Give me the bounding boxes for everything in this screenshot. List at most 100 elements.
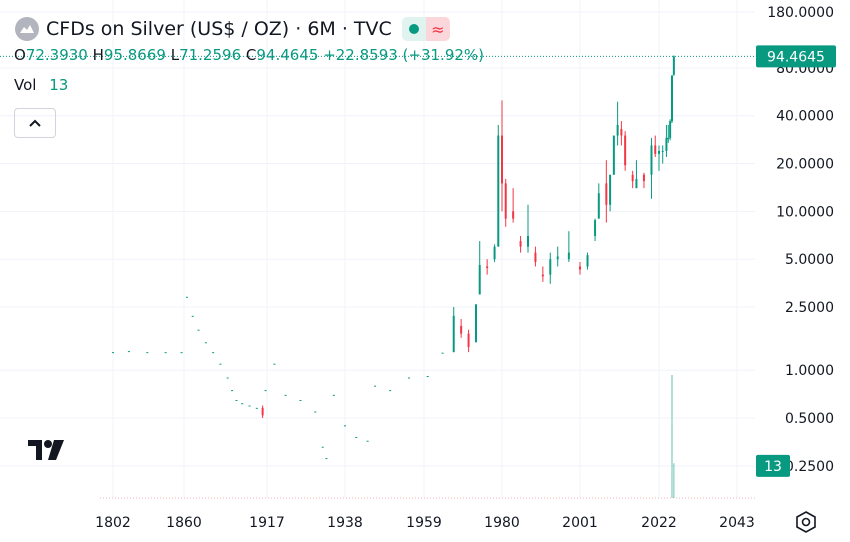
y-tick-label: 20.0000 — [776, 157, 834, 173]
candle-body — [549, 259, 552, 275]
candle-body — [616, 124, 619, 136]
label: Vol — [14, 76, 37, 94]
candle-body — [527, 235, 529, 247]
y-tick-label: 5.0000 — [785, 252, 834, 268]
value: 95.8669 — [103, 46, 166, 64]
y-tick-label: 40.0000 — [776, 109, 834, 125]
candle-body — [389, 390, 392, 392]
candle-body — [235, 399, 238, 401]
candle-body — [597, 193, 600, 219]
label: H — [92, 46, 104, 64]
x-tick-label: 1917 — [249, 515, 285, 531]
candle-body — [191, 315, 194, 317]
volume-badge — [756, 454, 790, 477]
settings-button[interactable] — [794, 510, 818, 534]
candle-body — [486, 266, 489, 269]
x-tick-label: 1802 — [95, 515, 131, 531]
candle-body — [273, 363, 276, 365]
candle-body — [654, 145, 657, 154]
volume-bar — [671, 375, 673, 498]
logo — [28, 440, 64, 460]
price-badge — [756, 45, 836, 68]
candle-body — [512, 211, 515, 219]
candle-body — [650, 145, 653, 175]
y-tick-label: 180.0000 — [767, 5, 834, 21]
candle-body — [478, 264, 481, 295]
label: C — [245, 46, 257, 64]
legend: CFDs on Silver (US$ / OZ) · 6M · TVC ≈ O… — [14, 14, 484, 138]
volume-row: Vol 13 — [14, 76, 484, 98]
y-tick-label: 2.5000 — [785, 300, 834, 316]
x-tick-label: 1938 — [327, 515, 363, 531]
candle-body — [635, 178, 638, 189]
candle-body — [594, 220, 597, 236]
candle-body — [241, 403, 244, 405]
change: +22.8593 (+31.92%) — [323, 46, 485, 64]
candle-body — [665, 137, 668, 151]
x-tick-label: 2043 — [719, 515, 755, 531]
candle-body — [426, 376, 429, 378]
candle-body — [519, 241, 522, 247]
status-pill[interactable]: ≈ — [401, 17, 450, 41]
candle-body — [579, 266, 581, 270]
candle-body — [180, 352, 183, 354]
price-badge-label: 94.4645 — [767, 49, 825, 65]
y-tick-label: 1.0000 — [785, 363, 834, 379]
candle-body — [255, 407, 258, 409]
y-tick-label: 10.0000 — [776, 204, 834, 220]
candle-body — [460, 325, 463, 334]
label: O — [14, 46, 26, 64]
y-tick-label: 0.5000 — [785, 411, 834, 427]
candle-body — [605, 183, 608, 205]
candle-body — [299, 399, 302, 401]
candle-body — [612, 135, 615, 175]
candle-body — [374, 385, 377, 387]
chart-title: CFDs on Silver (US$ / OZ) · 6M · TVC — [46, 18, 392, 40]
title-row: CFDs on Silver (US$ / OZ) · 6M · TVC ≈ — [14, 14, 484, 44]
candle-body — [325, 458, 328, 460]
candle-body — [620, 128, 623, 136]
candle-body — [344, 425, 346, 427]
candle-body — [475, 304, 477, 343]
x-tick-label: 1980 — [484, 515, 520, 531]
symbol-icon — [15, 17, 39, 41]
value: 71.2596 — [179, 46, 242, 64]
ohlc-row: O72.3930 H95.8669 L71.2596 C94.4645 +22.… — [14, 46, 484, 68]
candle-body — [332, 394, 335, 396]
candle-body — [264, 390, 267, 392]
candle-body — [226, 377, 229, 379]
candle-body — [219, 363, 222, 365]
candle-body — [609, 174, 612, 205]
candle-body — [248, 405, 251, 407]
candle-body — [321, 446, 324, 448]
candle-body — [586, 255, 589, 267]
candle-body — [661, 150, 664, 152]
candle-body — [231, 390, 234, 392]
candle-body — [631, 174, 634, 182]
candle-body — [197, 329, 200, 331]
candle-body — [671, 75, 673, 122]
label: L — [170, 46, 180, 64]
candle-body — [497, 135, 500, 247]
candle-body — [164, 352, 167, 354]
candle-body — [642, 174, 645, 182]
candle-body — [556, 256, 559, 260]
candle-body — [669, 121, 672, 138]
volume-bar — [673, 463, 675, 498]
candle-body — [493, 246, 496, 260]
candle-body — [284, 394, 287, 396]
x-tick-label: 2022 — [641, 515, 677, 531]
collapse-button[interactable] — [14, 108, 56, 138]
candle-body — [672, 56, 675, 75]
value: 72.3930 — [25, 46, 88, 64]
value: 94.4645 — [256, 46, 319, 64]
candle-body — [658, 150, 660, 154]
candle-body — [146, 352, 149, 354]
candle-body — [112, 352, 114, 354]
candle-body — [355, 437, 358, 439]
candle-body — [541, 274, 544, 277]
candle-body — [452, 315, 455, 353]
volume-badge-label: 13 — [764, 459, 782, 475]
